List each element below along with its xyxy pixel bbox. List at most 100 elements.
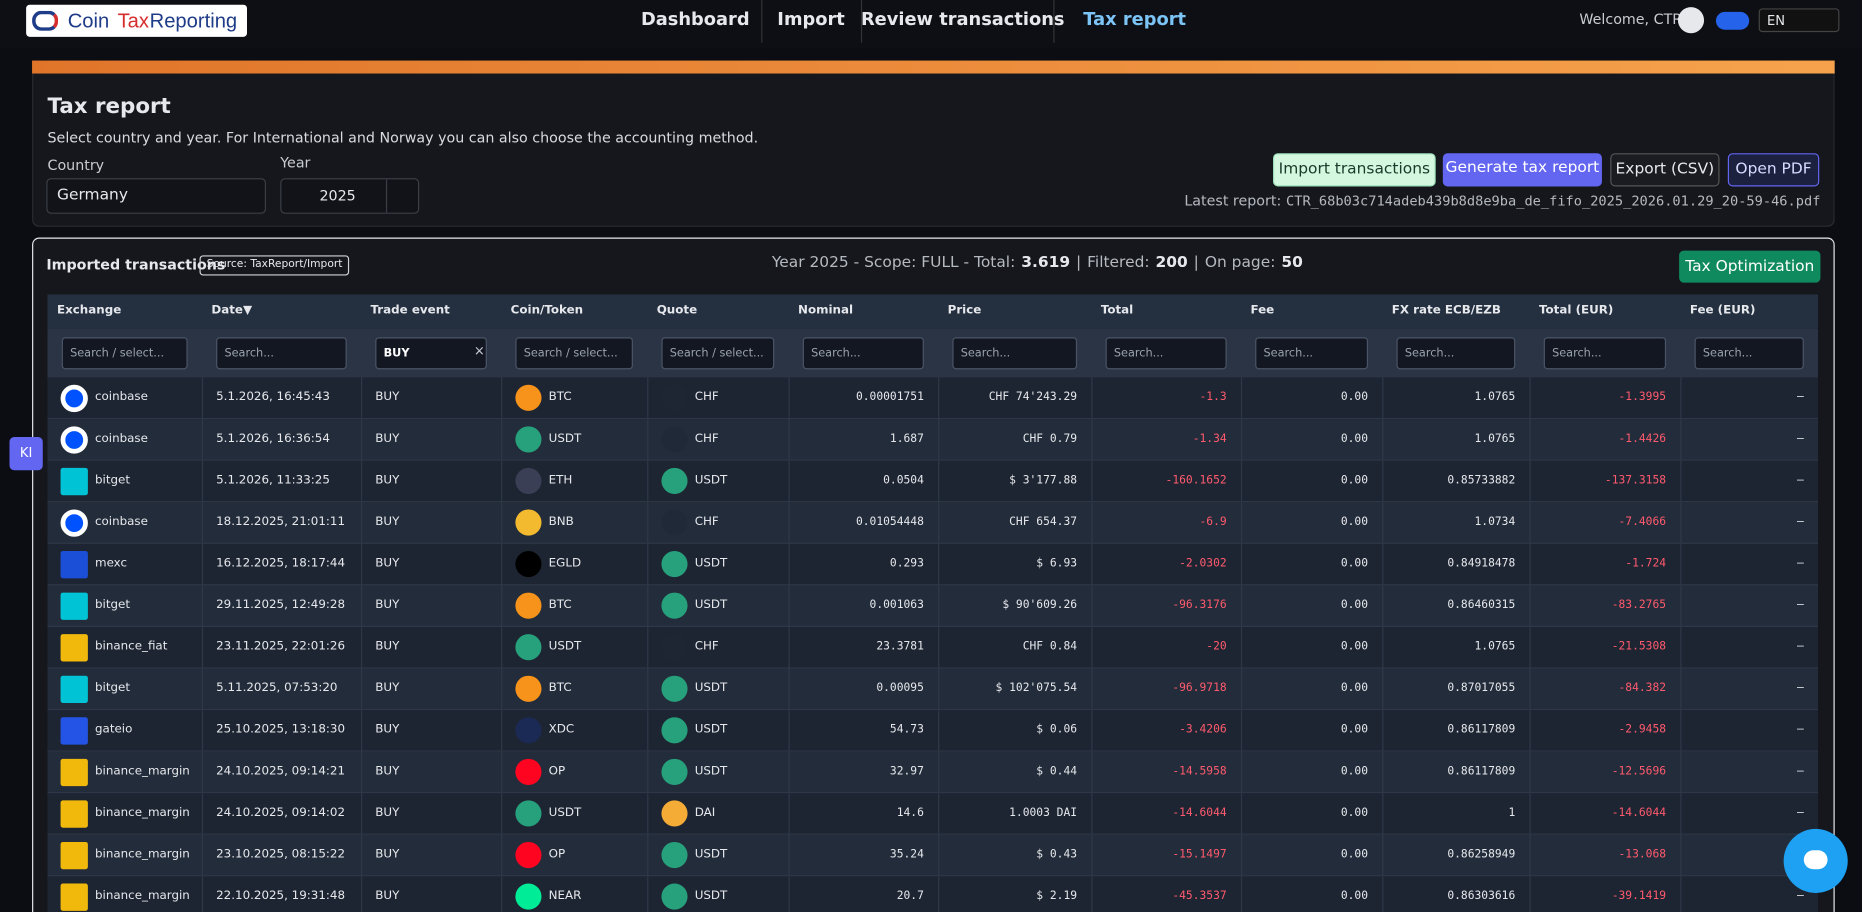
filter-input[interactable]: Search / select... [661,337,775,370]
coin-icon [661,509,688,536]
cell-border [201,502,204,544]
table-row[interactable] [47,668,1819,711]
cell: – [1797,515,1804,529]
nav-item[interactable]: Review transactions [860,8,1065,30]
coin-icon [515,509,542,536]
button[interactable]: Generate tax report [1442,153,1602,187]
filter-clear[interactable]: × [473,343,485,359]
button[interactable]: Import transactions [1273,153,1436,187]
cell: BUY [375,515,400,529]
coin-icon [661,758,688,785]
table-row[interactable] [47,419,1819,461]
user-icon[interactable] [1677,7,1705,34]
column-header[interactable]: FX rate ECB/EZB [1391,304,1501,318]
cell: 0.00 [1340,556,1368,570]
filter-input[interactable]: Search... [216,337,347,370]
column-header[interactable]: Fee [1250,304,1275,318]
column-header[interactable]: Coin/Token [510,304,584,318]
cell-border [201,751,204,794]
filter-input[interactable]: Search... [802,337,924,370]
cell: USDT [694,681,728,695]
filter-input[interactable]: Search... [1543,337,1667,370]
cell-border [1382,751,1384,794]
cell: BUY [375,806,400,820]
cell-border [1382,710,1384,752]
cell-border [361,460,363,503]
table-row[interactable] [47,377,1819,420]
latest-file[interactable]: CTR_68b03c714adeb439b8d8e9ba_de_fifo_202… [1286,192,1821,209]
summary-part: | [1076,254,1082,272]
cell: BUY [375,847,400,861]
cell: 32.97 [889,764,924,778]
table-row[interactable] [47,834,1819,877]
nav-item[interactable]: Dashboard [640,8,750,30]
chat-button[interactable] [1783,828,1848,893]
button[interactable]: Export (CSV) [1610,153,1720,187]
filter-input[interactable]: Search... [1694,337,1804,370]
cell: 20.7 [896,889,924,903]
cell-border [1529,460,1531,503]
filter-input[interactable]: Search... [1105,337,1227,370]
button[interactable]: Open PDF [1727,153,1820,187]
exchange-icon [60,841,88,870]
cell: 0.00 [1340,598,1368,612]
side-badge[interactable]: KI [9,437,43,471]
cell: BUY [375,556,400,570]
cell: 24.10.2025, 09:14:21 [216,764,346,778]
cell-border [788,751,790,794]
cell: USDT [694,764,728,778]
filter-input[interactable]: Search... [1255,337,1368,370]
coin-icon [661,675,688,702]
table-row[interactable] [47,585,1819,627]
column-header[interactable]: Total [1100,304,1134,318]
coin-icon [515,551,542,578]
table-row[interactable] [47,710,1819,752]
cell: -96.9718 [1172,681,1227,695]
cell-border [938,377,940,420]
column-header[interactable]: Nominal [798,304,854,318]
cell-border [501,668,503,711]
cell: CHF [694,640,719,654]
cell: – [1797,556,1804,570]
cell: 0.00001751 [855,390,924,404]
table-row[interactable] [47,876,1819,912]
country-select[interactable]: Germany [46,178,266,214]
table-row[interactable] [47,460,1819,503]
button[interactable]: Tax Optimization [1679,250,1821,283]
cell: – [1797,889,1804,903]
cell: BUY [375,764,400,778]
column-header[interactable]: Price [947,304,982,318]
cell: USDT [694,473,728,487]
cell-border [1680,377,1682,420]
table-row[interactable] [47,543,1819,586]
nav-item[interactable]: Import [777,8,845,30]
filter-input[interactable]: Search... [1396,337,1516,370]
filter-input[interactable]: BUY [375,337,487,370]
cell: – [1797,681,1804,695]
filter-input[interactable]: Search... [952,337,1078,370]
column-header[interactable]: Total (EUR) [1539,304,1614,318]
filter-input[interactable]: Search / select... [515,337,633,370]
label: Country [47,156,105,174]
cell-border [788,419,790,461]
cell-border [1091,710,1093,752]
nav-item[interactable]: Tax report [1083,8,1187,30]
year-input[interactable]: 2025 [280,178,420,214]
table-row[interactable] [47,627,1819,669]
filter-input[interactable]: Search / select... [61,337,188,370]
cell-border [1680,543,1682,586]
theme-toggle[interactable] [1715,11,1750,30]
column-header[interactable]: Date▼ [211,304,253,318]
table-row[interactable] [47,793,1819,835]
column-header[interactable]: Trade event [370,304,450,318]
logo[interactable]: Coin Tax Reporting [26,4,247,37]
cell-border [1529,668,1531,711]
column-header[interactable]: Quote [656,304,698,318]
table-row[interactable] [47,502,1819,544]
language-select[interactable]: EN [1758,8,1840,33]
cell-border [501,751,503,794]
column-header[interactable]: Fee (EUR) [1689,304,1756,318]
cell: 14.6 [896,806,924,820]
table-row[interactable] [47,751,1819,794]
column-header[interactable]: Exchange [57,304,122,318]
